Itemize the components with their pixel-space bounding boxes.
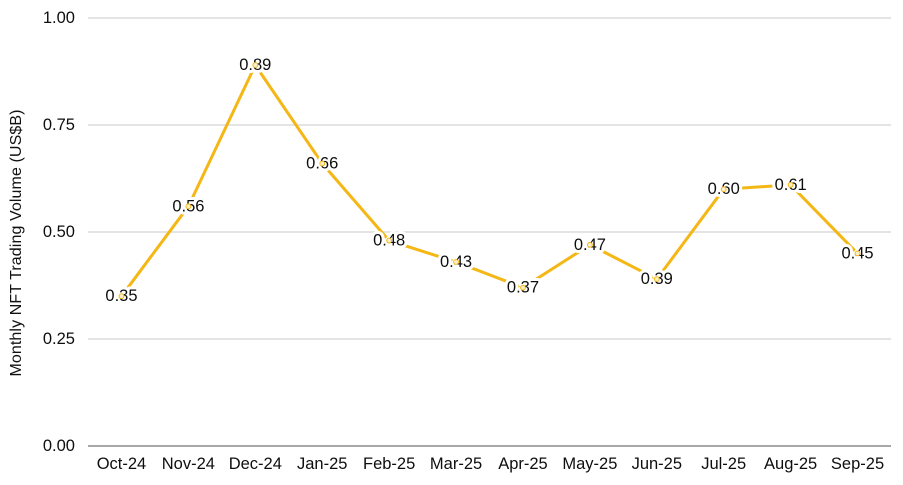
data-point-marker bbox=[653, 276, 660, 282]
y-tick-label: 0.25 bbox=[43, 330, 75, 348]
data-point-marker bbox=[787, 182, 794, 188]
x-tick-label: May-25 bbox=[562, 455, 617, 473]
data-point-marker bbox=[720, 186, 727, 193]
x-tick-label: Sep-25 bbox=[831, 455, 884, 473]
x-tick-label: Jan-25 bbox=[297, 455, 347, 473]
data-point-marker bbox=[586, 241, 593, 248]
x-tick-label: Jun-25 bbox=[632, 455, 682, 473]
y-tick-label: 0.75 bbox=[43, 116, 75, 134]
x-tick-label: Feb-25 bbox=[363, 455, 415, 473]
x-tick-label: Dec-24 bbox=[229, 455, 282, 473]
data-point-marker bbox=[520, 284, 526, 291]
data-point-marker bbox=[386, 237, 393, 244]
x-tick-label: Nov-24 bbox=[162, 455, 215, 473]
y-tick-label: 0.00 bbox=[43, 437, 75, 455]
data-point-marker bbox=[185, 203, 192, 210]
x-tick-label: Mar-25 bbox=[430, 455, 482, 473]
data-point-marker bbox=[854, 250, 861, 257]
data-point-marker bbox=[319, 160, 326, 167]
data-point-marker bbox=[118, 293, 125, 300]
y-tick-label: 1.00 bbox=[43, 9, 75, 27]
x-tick-label: Aug-25 bbox=[764, 455, 817, 473]
data-point-marker bbox=[252, 62, 259, 68]
y-tick-label: 0.50 bbox=[43, 223, 75, 241]
x-tick-label: Oct-24 bbox=[97, 455, 147, 473]
data-point-marker bbox=[453, 259, 459, 265]
x-tick-label: Jul-25 bbox=[701, 455, 746, 473]
x-tick-label: Apr-25 bbox=[498, 455, 548, 473]
line-series bbox=[120, 63, 859, 298]
